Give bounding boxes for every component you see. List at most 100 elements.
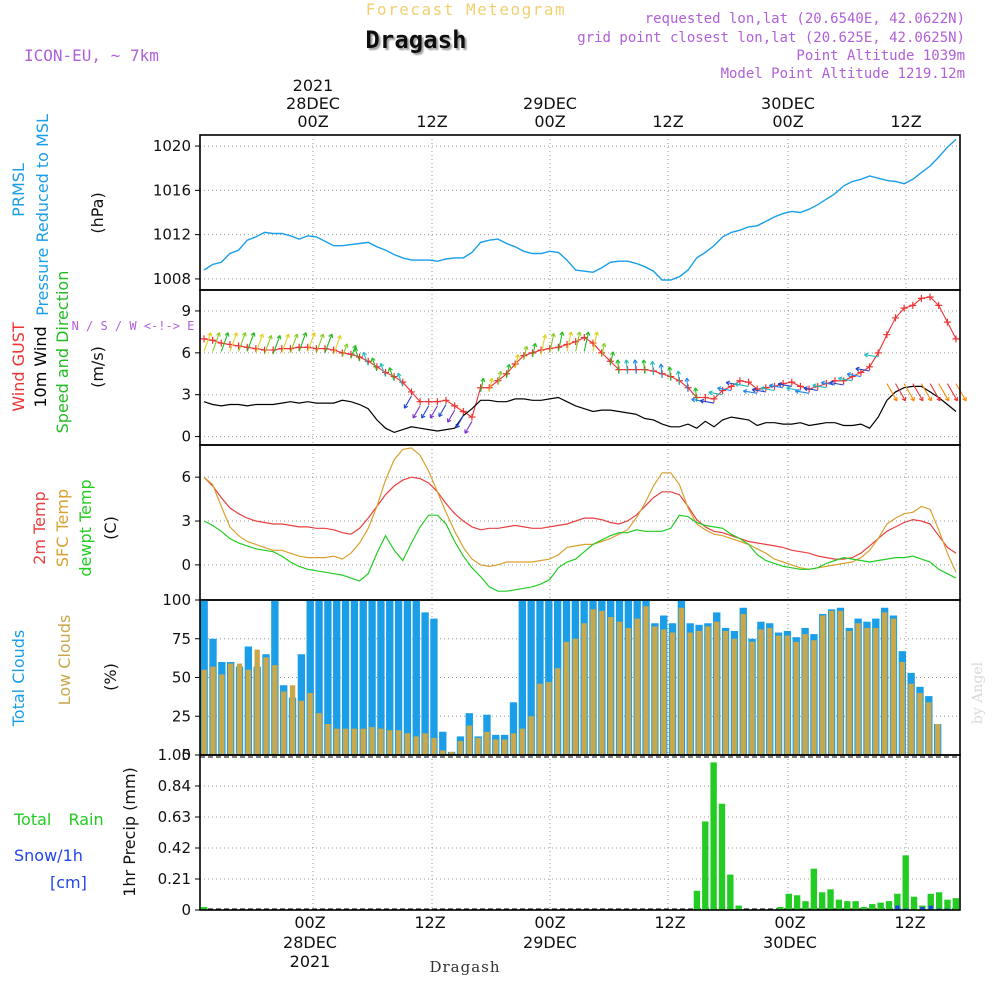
wind-arrow (272, 334, 282, 355)
temp-unit: (C) (101, 516, 120, 540)
gust-marker (900, 304, 908, 312)
low-cloud-bar (775, 635, 782, 755)
rain-bar (710, 762, 717, 910)
rain-bar (810, 868, 818, 910)
low-cloud-bar (351, 728, 358, 755)
rain-bar (802, 901, 809, 910)
wind-arrow (480, 377, 486, 393)
total-cloud-bar (368, 600, 376, 755)
wind-direction-arrows (203, 331, 967, 434)
requested-location: requested lon,lat (20.6540E, 42.0622N) (645, 11, 965, 27)
bottom-tick-label: 12Z (414, 913, 445, 932)
precip-unit: 1hr Precip (mm) (120, 767, 139, 897)
wind-arrow (575, 331, 582, 352)
low-cloud-bar (908, 683, 914, 755)
total-cloud-bar (394, 600, 403, 755)
temp-dewpt-label: dewpt Temp (76, 479, 95, 576)
rain-bar (944, 899, 951, 910)
wind-compass-rose: N / S / W <-!-> E (72, 319, 195, 333)
gust-marker (286, 345, 294, 353)
wind-panel-labels: Wind GUST 10m Wind Speed and Direction (… (9, 271, 194, 434)
wind-arrow (455, 415, 464, 429)
precip-panel-labels: Total Rain Snow/1h [cm] 1hr Precip (mm) (13, 767, 139, 897)
gust-marker (364, 357, 372, 365)
wind-arrow (684, 377, 690, 392)
y-tick-label: 100 (162, 591, 191, 609)
low-cloud-bar (740, 613, 746, 755)
gust-marker (425, 398, 433, 406)
gust-marker (745, 378, 753, 386)
pressure-line (203, 138, 957, 281)
low-cloud-bar (307, 693, 313, 755)
low-cloud-bar (289, 685, 296, 755)
low-cloud-bar (334, 728, 340, 755)
wind-arrow (699, 398, 715, 404)
low-cloud-bar (881, 612, 888, 755)
rain-bar (877, 902, 884, 910)
low-cloud-bar (201, 669, 207, 755)
wind-arrow (658, 363, 664, 379)
low-cloud-bar (378, 728, 384, 755)
low-cloud-bar (422, 733, 428, 755)
rain-bars (201, 762, 959, 910)
wind-arrow (523, 345, 529, 360)
wind-arrow (632, 359, 638, 374)
wind-arrow (315, 333, 325, 353)
gust-marker (701, 394, 709, 402)
total-cloud-bar (386, 600, 394, 755)
top-tick-label: 00Z (772, 112, 803, 131)
wind-arrow (403, 395, 412, 409)
top-tick-label: 12Z (890, 112, 921, 131)
wind-arrow (557, 331, 565, 352)
rain-bar (702, 821, 709, 910)
low-cloud-bar (254, 649, 260, 755)
low-cloud-bar (228, 663, 234, 755)
low-cloud-bar (245, 669, 252, 755)
low-cloud-bar (926, 702, 932, 755)
total-cloud-bar (341, 600, 350, 755)
rain-bar (844, 901, 851, 910)
low-clouds-label: Low Clouds (55, 615, 74, 706)
wind-arrow (212, 332, 221, 352)
gust-marker (796, 382, 804, 390)
top-year-label: 2021 (293, 76, 334, 95)
y-tick-label: 6 (181, 468, 191, 486)
gust-marker (952, 335, 960, 343)
grid-point-location: grid point closest lon,lat (20.625E, 42.… (577, 30, 965, 46)
y-tick-label: 6 (181, 344, 191, 362)
rain-bar (894, 893, 901, 910)
wind-arrow (246, 332, 256, 352)
gust-marker (779, 380, 787, 388)
rain-bar (201, 907, 208, 910)
wind-unit: (m/s) (88, 346, 107, 388)
rain-bar (777, 907, 784, 910)
wind-arrow (370, 357, 378, 372)
wind-arrow (350, 344, 358, 359)
low-cloud-bar (696, 631, 702, 755)
rain-bar (693, 890, 701, 910)
gust-marker (762, 384, 770, 392)
y-tick-label: 0 (181, 746, 191, 764)
bottom-tick-label: 12Z (654, 913, 685, 932)
gust-marker (321, 345, 329, 353)
gust-marker (857, 368, 865, 376)
y-tick-label: 0.84 (158, 777, 191, 795)
rain-bar (827, 889, 834, 910)
gust-marker (330, 346, 338, 354)
wind-arrow (379, 362, 387, 377)
low-cloud-bar (510, 733, 517, 755)
wind-arrow (324, 333, 334, 353)
low-cloud-bar (440, 750, 446, 755)
gust-marker (382, 368, 390, 376)
low-cloud-bar (784, 635, 791, 755)
bottom-date-label: 28DEC (283, 933, 337, 952)
gust-marker (917, 294, 925, 302)
top-tick-label: 00Z (534, 112, 565, 131)
total-cloud-bar (430, 618, 438, 755)
low-cloud-bar (263, 657, 269, 755)
rain-bar (852, 901, 859, 910)
gust-markers (200, 293, 960, 421)
total-cloud-bar (421, 612, 429, 755)
wind-arrow (955, 383, 967, 402)
temp-line (203, 514, 957, 592)
